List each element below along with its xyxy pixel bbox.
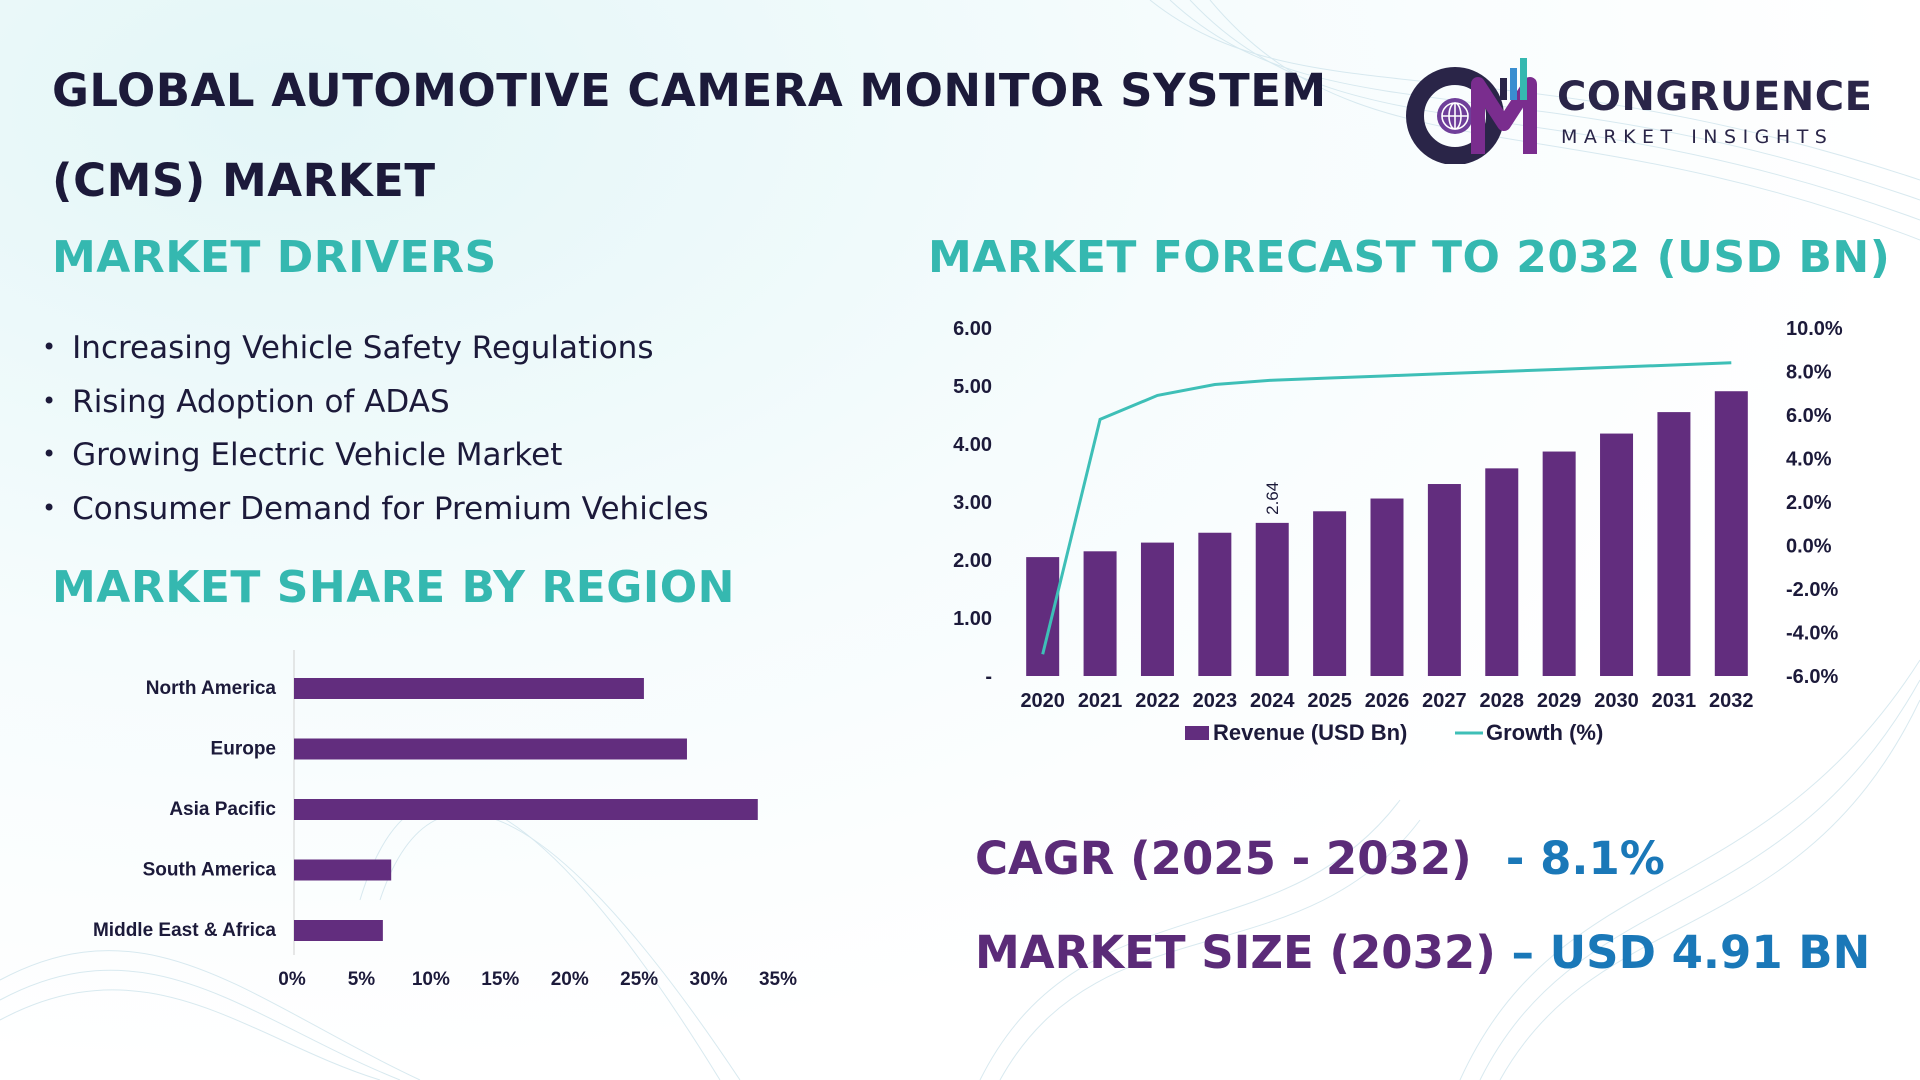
region-bar [294, 920, 383, 941]
forecast-x-label: 2022 [1135, 690, 1180, 712]
revenue-bar [1255, 522, 1289, 676]
forecast-left-tick: 4.00 [953, 434, 992, 456]
forecast-left-tick: 6.00 [953, 318, 992, 340]
legend-growth-label: Growth (%) [1486, 720, 1603, 745]
region-label: South America [143, 860, 277, 881]
region-xtick-label: 20% [551, 969, 589, 990]
forecast-x-label: 2028 [1480, 690, 1525, 712]
region-xtick-label: 10% [412, 969, 450, 990]
forecast-right-tick: 8.0% [1786, 362, 1832, 384]
driver-item: Growing Electric Vehicle Market [42, 429, 709, 483]
forecast-right-tick: 4.0% [1786, 449, 1832, 471]
region-xtick-label: 30% [690, 969, 728, 990]
region-bar [294, 859, 392, 881]
forecast-x-label: 2021 [1078, 690, 1123, 712]
driver-item: Consumer Demand for Premium Vehicles [42, 483, 709, 537]
forecast-x-label: 2030 [1594, 690, 1639, 712]
legend-revenue-swatch [1185, 726, 1209, 740]
forecast-chart: - 1.00 2.00 3.00 4.00 5.00 6.00 -6.0% -4.0% -2.0%… [953, 318, 1843, 745]
brand-name: CONGRUENCE [1557, 74, 1873, 120]
forecast-heading: MARKET FORECAST TO 2032 (USD BN) [928, 232, 1891, 283]
brand-logo: CONGRUENCE MARKET INSIGHTS [1400, 54, 1880, 165]
forecast-x-label: 2020 [1020, 690, 1064, 712]
revenue-bar [1313, 511, 1347, 676]
region-xtick-label: 35% [759, 969, 797, 990]
region-xtick-label: 25% [620, 969, 658, 990]
cagr-kpi: CAGR (2025 - 2032) - 8.1% [975, 832, 1665, 885]
region-bar [294, 678, 644, 699]
market-size-value: – USD 4.91 BN [1511, 926, 1871, 979]
forecast-left-tick: 1.00 [953, 608, 992, 630]
region-label: Asia Pacific [169, 799, 276, 820]
forecast-left-tick: 5.00 [953, 376, 992, 398]
driver-item: Increasing Vehicle Safety Regulations [42, 322, 709, 376]
revenue-data-label: 2.64 [1263, 482, 1282, 515]
market-size-label: MARKET SIZE (2032) [975, 926, 1496, 979]
revenue-bar [1542, 451, 1576, 676]
forecast-x-label: 2023 [1193, 690, 1238, 712]
region-share-heading: MARKET SHARE BY REGION [52, 562, 735, 613]
region-xtick-label: 0% [278, 969, 306, 990]
market-drivers-heading: MARKET DRIVERS [52, 232, 497, 283]
revenue-bar [1600, 433, 1634, 676]
brand-tagline: MARKET INSIGHTS [1561, 126, 1834, 148]
cagr-value: - 8.1% [1505, 832, 1665, 885]
forecast-x-label: 2031 [1652, 690, 1697, 712]
legend-revenue-label: Revenue (USD Bn) [1213, 720, 1407, 745]
region-bar [294, 738, 687, 760]
region-share-chart: North America Europe Asia Pacific South Ame… [93, 650, 797, 990]
forecast-left-tick: 3.00 [953, 492, 992, 514]
revenue-bar [1198, 532, 1232, 676]
forecast-x-label: 2026 [1365, 690, 1410, 712]
market-drivers-list: Increasing Vehicle Safety Regulations Ri… [42, 322, 709, 536]
revenue-bar [1370, 498, 1404, 676]
forecast-right-tick: -4.0% [1786, 623, 1838, 645]
forecast-x-label: 2024 [1250, 690, 1295, 712]
forecast-x-label: 2032 [1709, 690, 1754, 712]
forecast-x-label: 2025 [1307, 690, 1352, 712]
page-title: GLOBAL AUTOMOTIVE CAMERA MONITOR SYSTEM … [52, 64, 1327, 207]
growth-line [1041, 361, 1732, 655]
revenue-bar [1485, 468, 1519, 676]
cagr-label: CAGR (2025 - 2032) [975, 832, 1472, 885]
forecast-right-tick: -2.0% [1786, 579, 1838, 601]
region-xtick-label: 15% [481, 969, 519, 990]
market-size-kpi: MARKET SIZE (2032) – USD 4.91 BN [975, 926, 1870, 979]
region-label: North America [146, 678, 277, 699]
region-bar [294, 799, 758, 820]
forecast-left-tick: - [985, 666, 992, 688]
forecast-right-tick: 10.0% [1786, 318, 1843, 340]
region-label: Middle East & Africa [93, 920, 276, 941]
revenue-bar [1083, 551, 1117, 676]
region-xtick-label: 5% [348, 969, 376, 990]
forecast-x-label: 2027 [1422, 690, 1467, 712]
forecast-right-tick: 6.0% [1786, 405, 1832, 427]
revenue-bar [1140, 542, 1174, 676]
brand-logo-mark [1406, 58, 1537, 165]
forecast-left-tick: 2.00 [953, 550, 992, 572]
revenue-bar [1714, 391, 1748, 676]
revenue-bar [1657, 412, 1691, 676]
forecast-right-tick: -6.0% [1786, 666, 1838, 688]
forecast-right-tick: 0.0% [1786, 536, 1832, 558]
region-label: Europe [211, 739, 276, 760]
driver-item: Rising Adoption of ADAS [42, 376, 709, 430]
revenue-bar [1427, 484, 1461, 676]
forecast-right-tick: 2.0% [1786, 492, 1832, 514]
revenue-bar [1026, 557, 1060, 676]
forecast-x-label: 2029 [1537, 690, 1582, 712]
